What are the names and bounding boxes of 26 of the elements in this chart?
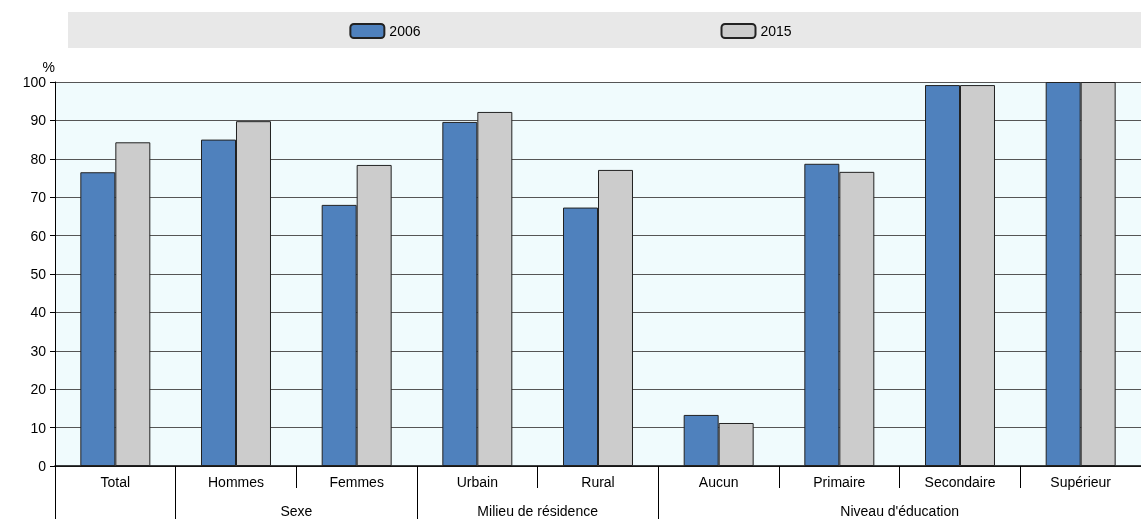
- y-tick-label: 90: [30, 112, 47, 129]
- y-tick-label: 10: [30, 419, 47, 436]
- x-tick-label: Total: [100, 474, 131, 490]
- x-tick-label: Supérieur: [1050, 474, 1112, 490]
- x-tick-label: Rural: [581, 474, 615, 490]
- y-tick-label: 40: [30, 304, 47, 321]
- legend-label: 2015: [760, 23, 792, 39]
- x-tick-label: Aucun: [698, 474, 739, 490]
- y-tick-label: 70: [30, 189, 47, 206]
- y-tick-label: 60: [30, 227, 47, 244]
- legend-label: 2006: [389, 23, 421, 39]
- y-tick-label: 80: [30, 150, 47, 167]
- y-tick-label: 0: [38, 458, 47, 474]
- y-tick-label: 20: [30, 381, 47, 398]
- y-tick-label: 30: [30, 342, 47, 359]
- y-axis-title: %: [42, 59, 55, 75]
- text: Milieu de résidence: [477, 503, 599, 519]
- x-tick-label: Hommes: [207, 474, 265, 490]
- y-tick-label: 100: [22, 74, 47, 90]
- text: Niveau d'éducation: [840, 503, 959, 519]
- x-tick-label: Primaire: [813, 474, 866, 490]
- text: Sexe: [280, 503, 313, 519]
- x-tick-label: Secondaire: [924, 474, 996, 490]
- x-tick-label: Urbain: [456, 474, 498, 490]
- y-tick-label: 50: [30, 266, 47, 282]
- x-tick-label: Femmes: [329, 474, 384, 490]
